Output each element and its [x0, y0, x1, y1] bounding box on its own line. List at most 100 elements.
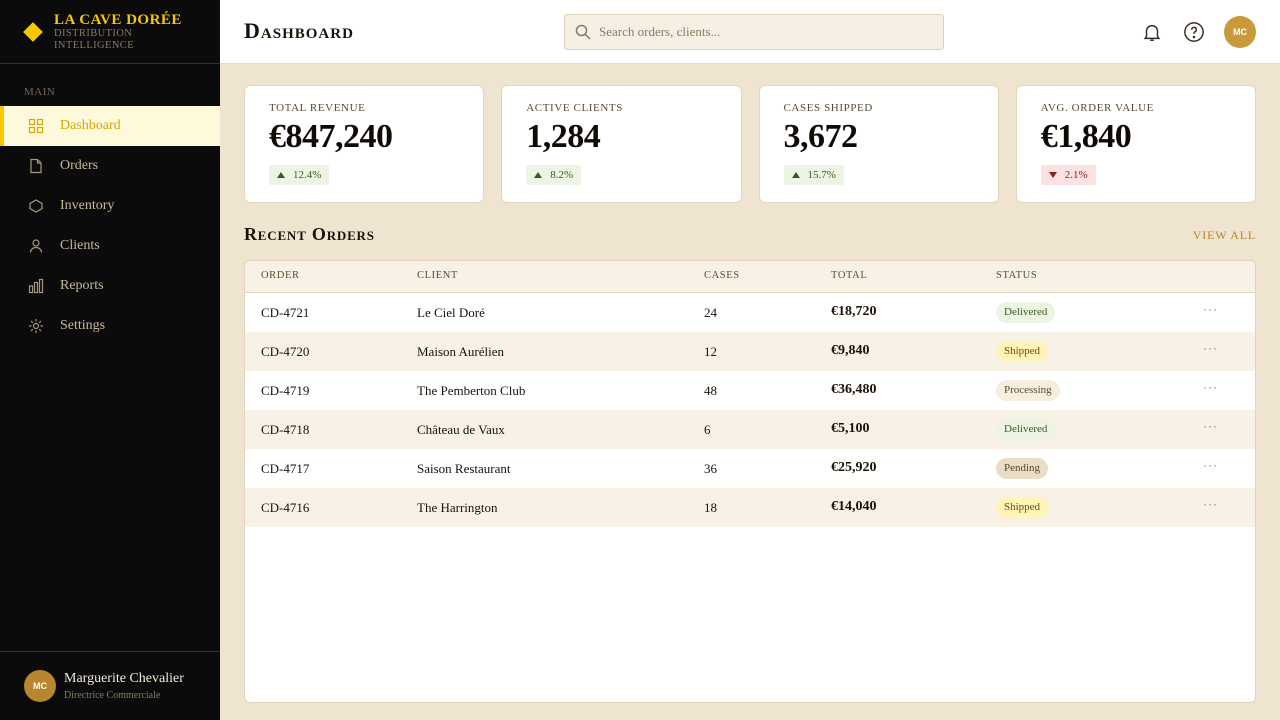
table-row[interactable]: CD-4716 The Harrington 18 €14,040 Shippe… — [245, 488, 1255, 527]
avatar: MC — [24, 670, 56, 702]
sidebar-item-label: Dashboard — [60, 118, 121, 133]
brand-subtitle-line2: INTELLIGENCE — [54, 39, 135, 51]
grid-icon — [28, 118, 44, 134]
column-header-status[interactable]: Status — [996, 270, 1038, 281]
user-profile[interactable]: MC Marguerite Chevalier Directrice Comme… — [0, 651, 220, 720]
stat-value: 1,284 — [526, 118, 601, 155]
column-header-client[interactable]: Client — [417, 270, 458, 281]
sidebar: LA CAVE DORÉE DISTRIBUTION INTELLIGENCE … — [0, 0, 220, 720]
client-name: Maison Aurélien — [417, 344, 505, 359]
order-id: CD-4716 — [261, 500, 310, 515]
sidebar-item-label: Inventory — [60, 198, 115, 213]
sidebar-item-settings[interactable]: Settings — [0, 306, 220, 346]
brand-subtitle-line1: DISTRIBUTION — [54, 27, 133, 39]
stat-label: Total Revenue — [269, 102, 366, 114]
client-name: The Harrington — [417, 500, 498, 515]
arrow-down-icon — [1048, 172, 1057, 178]
client-name: The Pemberton Club — [417, 383, 526, 398]
column-header-order[interactable]: Order — [261, 270, 300, 281]
delta-badge: 2.1% — [1040, 165, 1096, 185]
stat-value: 3,672 — [783, 118, 859, 155]
order-id: CD-4717 — [261, 461, 310, 476]
order-total: €25,920 — [831, 460, 877, 475]
cases-count: 36 — [704, 461, 717, 476]
sidebar-nav: Dashboard Orders Inventory Clients Repor… — [0, 106, 220, 346]
status-badge: Pending — [996, 458, 1049, 479]
delta-badge: 12.4% — [269, 165, 330, 185]
status-badge: Shipped — [996, 341, 1049, 362]
order-total: €36,480 — [831, 382, 877, 397]
view-all-link[interactable]: View All — [1192, 228, 1256, 242]
brand-name: LA CAVE DORÉE — [54, 11, 182, 28]
bell-icon[interactable] — [1140, 20, 1164, 44]
table-row[interactable]: CD-4720 Maison Aurélien 12 €9,840 Shippe… — [245, 332, 1255, 371]
stat-value: €1,840 — [1040, 118, 1132, 155]
stat-label: Avg. Order Value — [1040, 102, 1154, 114]
gear-icon — [28, 318, 44, 334]
order-total: €14,040 — [831, 499, 877, 514]
header-avatar[interactable]: MC — [1224, 16, 1256, 48]
nav-section-label: MAIN — [24, 86, 56, 98]
more-options-icon[interactable]: ··· — [1203, 302, 1218, 316]
order-total: €18,720 — [831, 304, 877, 319]
table-row[interactable]: CD-4718 Château de Vaux 6 €5,100 Deliver… — [245, 410, 1255, 449]
arrow-up-icon — [534, 172, 543, 178]
brand[interactable]: LA CAVE DORÉE DISTRIBUTION INTELLIGENCE — [0, 0, 220, 64]
delta-badge: 15.7% — [783, 165, 844, 185]
delta-value: 12.4% — [293, 169, 322, 181]
stat-value: €847,240 — [269, 118, 393, 155]
table-row[interactable]: CD-4717 Saison Restaurant 36 €25,920 Pen… — [245, 449, 1255, 488]
user-text: Marguerite Chevalier Directrice Commerci… — [64, 670, 184, 703]
column-header-cases[interactable]: Cases — [704, 270, 740, 281]
cases-count: 24 — [704, 305, 717, 320]
sidebar-item-inventory[interactable]: Inventory — [0, 186, 220, 226]
section-title-recent-orders: Recent Orders — [244, 224, 375, 244]
stat-label: Active Clients — [526, 102, 623, 114]
page-title: Dashboard — [244, 18, 354, 43]
more-options-icon[interactable]: ··· — [1203, 458, 1218, 472]
sidebar-item-label: Reports — [60, 278, 104, 293]
stat-card-cases-shipped[interactable]: Cases Shipped 3,672 15.7% — [758, 85, 999, 203]
search-input[interactable] — [599, 24, 929, 40]
stat-card-avg-order-value[interactable]: Avg. Order Value €1,840 2.1% — [1015, 85, 1256, 203]
sidebar-item-clients[interactable]: Clients — [0, 226, 220, 266]
search-icon — [575, 24, 591, 40]
bar-chart-icon — [28, 278, 44, 294]
stat-card-active-clients[interactable]: Active Clients 1,284 8.2% — [501, 85, 742, 203]
cases-count: 48 — [704, 383, 717, 398]
client-name: Château de Vaux — [417, 422, 505, 437]
order-id: CD-4719 — [261, 383, 310, 398]
stat-cards: Total Revenue €847,240 12.4% Active Clie… — [244, 85, 1256, 203]
sidebar-item-reports[interactable]: Reports — [0, 266, 220, 306]
search-box[interactable] — [564, 14, 944, 50]
user-icon — [28, 238, 44, 254]
sidebar-item-label: Orders — [60, 158, 99, 173]
delta-value: 2.1% — [1064, 169, 1088, 181]
stat-label: Cases Shipped — [783, 102, 873, 114]
order-total: €9,840 — [831, 343, 870, 358]
table-body: CD-4721 Le Ciel Doré 24 €18,720 Delivere… — [245, 293, 1255, 527]
sidebar-item-orders[interactable]: Orders — [0, 146, 220, 186]
box-icon — [28, 198, 44, 214]
order-id: CD-4721 — [261, 305, 310, 320]
more-options-icon[interactable]: ··· — [1203, 497, 1218, 511]
help-icon[interactable] — [1182, 20, 1206, 44]
arrow-up-icon — [277, 172, 285, 178]
table-row[interactable]: CD-4721 Le Ciel Doré 24 €18,720 Delivere… — [245, 293, 1255, 332]
client-name: Le Ciel Doré — [417, 305, 485, 320]
sidebar-item-dashboard[interactable]: Dashboard — [0, 106, 220, 146]
more-options-icon[interactable]: ··· — [1203, 419, 1218, 433]
more-options-icon[interactable]: ··· — [1203, 341, 1218, 355]
stat-card-total-revenue[interactable]: Total Revenue €847,240 12.4% — [244, 85, 485, 203]
column-header-total[interactable]: Total — [831, 270, 868, 281]
status-badge: Delivered — [996, 419, 1056, 440]
sidebar-item-label: Clients — [60, 238, 100, 253]
table-header: Order Client Cases Total Status — [245, 261, 1255, 293]
status-badge: Shipped — [996, 497, 1049, 518]
more-options-icon[interactable]: ··· — [1203, 380, 1218, 394]
table-row[interactable]: CD-4719 The Pemberton Club 48 €36,480 Pr… — [245, 371, 1255, 410]
delta-value: 15.7% — [807, 169, 836, 181]
sidebar-item-label: Settings — [60, 318, 106, 333]
arrow-up-icon — [791, 172, 800, 178]
document-icon — [28, 158, 44, 174]
